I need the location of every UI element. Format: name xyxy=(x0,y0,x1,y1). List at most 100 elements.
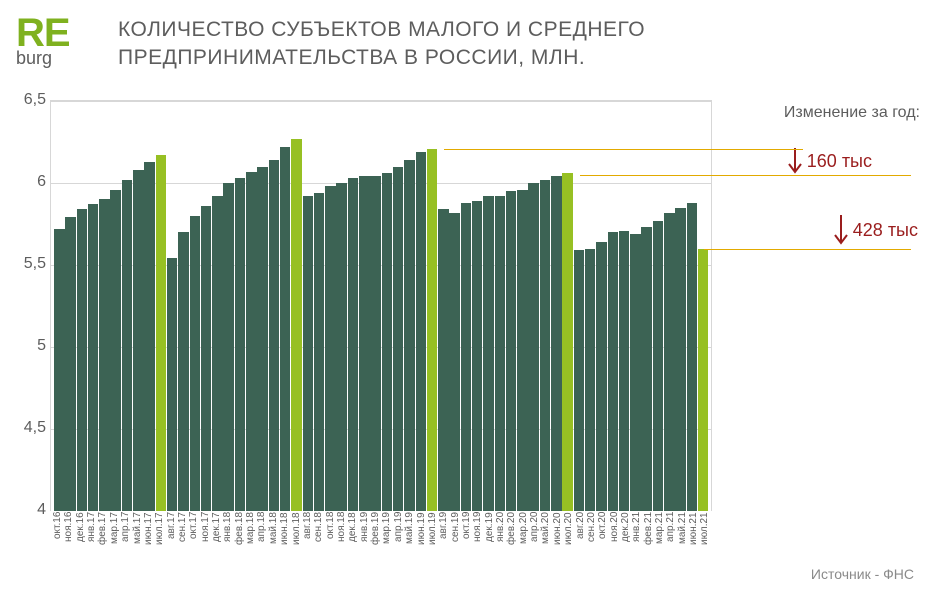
bar xyxy=(269,160,280,511)
x-tick-label: авг.19 xyxy=(439,512,450,567)
annotation-label: 428 тыс xyxy=(853,220,918,241)
x-tick-label: дек.18 xyxy=(348,512,359,567)
bar xyxy=(325,186,336,511)
bar xyxy=(664,213,675,511)
bar xyxy=(585,249,596,511)
bar xyxy=(495,196,506,511)
bar xyxy=(393,167,404,511)
x-tick-label: фев.17 xyxy=(98,512,109,567)
bar xyxy=(144,162,155,511)
bar xyxy=(630,234,641,511)
annotation: 160 тыс xyxy=(787,148,872,174)
bar xyxy=(449,213,460,511)
x-tick-label: май.19 xyxy=(405,512,416,567)
x-tick-label: сен.19 xyxy=(451,512,462,567)
bar xyxy=(540,180,551,511)
bar xyxy=(336,183,347,511)
bar xyxy=(675,208,686,511)
x-tick-label: июн.18 xyxy=(280,512,291,567)
bar xyxy=(506,191,517,511)
x-tick-label: май.17 xyxy=(133,512,144,567)
bar xyxy=(698,249,709,511)
annotation: 428 тыс xyxy=(833,215,918,245)
bar xyxy=(359,176,370,511)
x-tick-label: фев.18 xyxy=(235,512,246,567)
bar xyxy=(687,203,698,511)
arrow-down-icon xyxy=(787,148,803,174)
x-tick-label: окт.17 xyxy=(189,512,200,567)
bar xyxy=(201,206,212,511)
chart-container: RE burg КОЛИЧЕСТВО СУБЪЕКТОВ МАЛОГО И СР… xyxy=(0,0,932,596)
x-tick-label: окт.20 xyxy=(598,512,609,567)
x-tick-label: авг.17 xyxy=(167,512,178,567)
bar xyxy=(528,183,539,511)
x-tick-label: июн.17 xyxy=(144,512,155,567)
bar xyxy=(574,250,585,511)
x-tick-label: фев.21 xyxy=(644,512,655,567)
x-tick-label: ноя.17 xyxy=(201,512,212,567)
bar xyxy=(54,229,65,511)
bar xyxy=(382,173,393,511)
bar xyxy=(212,196,223,511)
bar xyxy=(653,221,664,511)
bar xyxy=(99,199,110,511)
bar xyxy=(438,209,449,511)
bar xyxy=(156,155,167,511)
x-tick-label: июл.18 xyxy=(292,512,303,567)
bar xyxy=(77,209,88,511)
x-tick-label: мар.17 xyxy=(110,512,121,567)
bar xyxy=(619,231,630,511)
bar xyxy=(178,232,189,511)
bar xyxy=(427,149,438,511)
x-tick-label: дек.20 xyxy=(621,512,632,567)
bar xyxy=(314,193,325,511)
logo-top: RE xyxy=(16,14,70,52)
bar xyxy=(404,160,415,511)
x-tick-label: фев.20 xyxy=(507,512,518,567)
bar xyxy=(562,173,573,511)
x-axis-labels: окт.16ноя.16дек.16янв.17фев.17мар.17апр.… xyxy=(51,512,713,567)
bar xyxy=(416,152,427,511)
x-tick-label: май.18 xyxy=(269,512,280,567)
bar xyxy=(596,242,607,511)
bar xyxy=(348,178,359,511)
bar xyxy=(246,172,257,511)
x-tick-label: апр.17 xyxy=(121,512,132,567)
bar xyxy=(483,196,494,511)
bar xyxy=(291,139,302,511)
annotation-panel: Изменение за год: 160 тыс 428 тыс xyxy=(722,100,932,400)
bar xyxy=(280,147,291,511)
x-tick-label: дек.17 xyxy=(212,512,223,567)
x-tick-label: ноя.18 xyxy=(337,512,348,567)
bar xyxy=(133,170,144,511)
source-label: Источник - ФНС xyxy=(811,566,914,582)
x-tick-label: май.21 xyxy=(678,512,689,567)
bar xyxy=(110,190,121,511)
x-tick-label: окт.16 xyxy=(53,512,64,567)
y-tick-label: 4 xyxy=(10,501,46,519)
bar xyxy=(190,216,201,511)
y-tick-label: 5,5 xyxy=(10,255,46,273)
chart-plot-area xyxy=(50,100,712,511)
annotation-header: Изменение за год: xyxy=(784,104,920,122)
bar xyxy=(472,201,483,511)
y-tick-label: 4,5 xyxy=(10,419,46,437)
bars-group xyxy=(52,101,710,511)
logo: RE burg xyxy=(16,14,70,67)
bar xyxy=(65,217,76,511)
x-tick-label: окт.18 xyxy=(326,512,337,567)
chart-title: КОЛИЧЕСТВО СУБЪЕКТОВ МАЛОГО И СРЕДНЕГО П… xyxy=(118,16,912,73)
x-tick-label: сен.17 xyxy=(178,512,189,567)
bar xyxy=(167,258,178,511)
y-tick-label: 6 xyxy=(10,173,46,191)
y-tick-label: 6,5 xyxy=(10,91,46,109)
bar xyxy=(370,176,381,511)
annotation-label: 160 тыс xyxy=(807,151,872,172)
x-tick-label: май.20 xyxy=(541,512,552,567)
y-tick-label: 5 xyxy=(10,337,46,355)
bar xyxy=(122,180,133,511)
x-tick-label: апр.18 xyxy=(257,512,268,567)
x-tick-label: июн.19 xyxy=(417,512,428,567)
x-tick-label: июн.20 xyxy=(553,512,564,567)
bar xyxy=(235,178,246,511)
